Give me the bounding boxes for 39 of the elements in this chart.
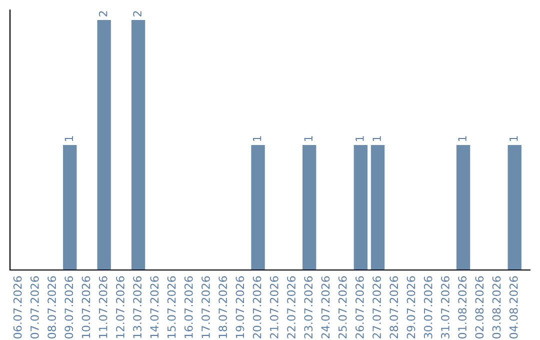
data-label: 1 [64, 136, 73, 141]
x-tick-label: 18.07.2026 [218, 276, 228, 338]
x-tick-label: 09.07.2026 [64, 276, 74, 338]
data-label: 2 [133, 11, 142, 16]
x-tick-label: 31.07.2026 [441, 276, 450, 338]
data-label: 1 [510, 136, 518, 141]
x-tick-label: 25.07.2026 [338, 276, 347, 338]
data-label: 2 [98, 11, 108, 16]
x-tick-label: 12.07.2026 [116, 276, 124, 338]
x-tick-label: 28.07.2026 [390, 276, 398, 338]
x-tick-label: 04.08.2026 [509, 276, 518, 338]
x-tick-label: 15.07.2026 [167, 276, 176, 338]
data-label: 1 [252, 136, 262, 141]
x-tick-label: 02.08.2026 [475, 276, 484, 338]
x-tick-label: 16.07.2026 [184, 276, 193, 338]
x-tick-label: 24.07.2026 [321, 276, 330, 338]
data-label: 1 [304, 136, 312, 141]
x-tick-label: 01.08.2026 [458, 276, 467, 338]
data-label: 1 [356, 136, 364, 141]
x-tick-label: 23.07.2026 [304, 276, 313, 338]
x-tick-label: 27.07.2026 [372, 276, 381, 338]
data-label: 1 [372, 136, 381, 141]
x-tick-label: 17.07.2026 [202, 276, 210, 338]
x-tick-label: 20.07.2026 [252, 276, 262, 338]
x-tick-label: 21.07.2026 [270, 276, 278, 338]
x-tick-label: 08.07.2026 [48, 276, 56, 338]
x-tick-label: 30.07.2026 [424, 276, 432, 338]
x-tick-label: 11.07.2026 [98, 276, 108, 338]
x-tick-label: 14.07.2026 [150, 276, 159, 338]
x-tick-label: 07.07.2026 [30, 276, 39, 338]
x-tick-label: 13.07.2026 [133, 276, 142, 338]
x-tick-label: 26.07.2026 [355, 276, 364, 338]
data-label: 1 [458, 136, 466, 141]
x-tick-label: 22.07.2026 [287, 276, 296, 338]
x-tick-label: 29.07.2026 [406, 276, 416, 338]
x-tick-label: 19.07.2026 [236, 276, 244, 338]
x-tick-label: 10.07.2026 [82, 276, 90, 338]
x-tick-label: 06.07.2026 [13, 276, 22, 338]
x-tick-label: 03.08.2026 [492, 276, 501, 338]
